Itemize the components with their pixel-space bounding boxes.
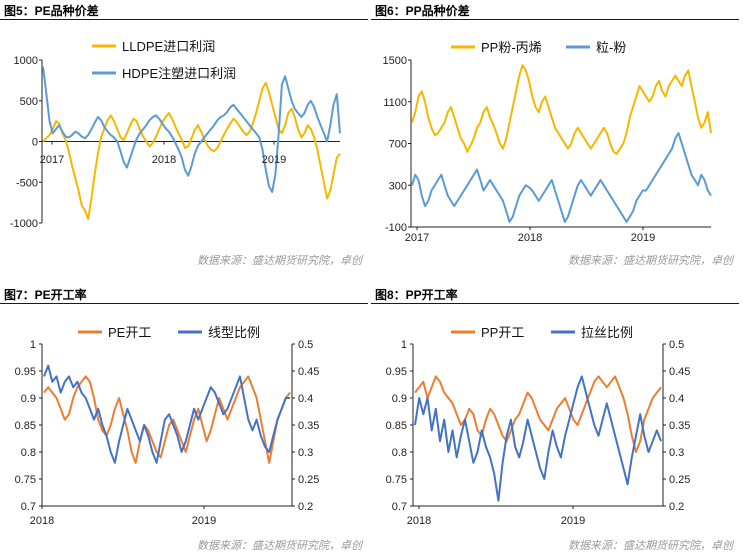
y-tick-label-right: 0.2: [298, 501, 313, 513]
x-tick-label: 2019: [192, 515, 216, 527]
y-tick-label-left: 0.75: [386, 474, 407, 486]
series-line-1: [411, 132, 712, 223]
legend-label: PP开工: [481, 325, 524, 340]
y-tick-label-left: 0.9: [21, 393, 36, 405]
y-tick-label: 500: [20, 96, 38, 108]
y-tick-label: -100: [385, 222, 407, 234]
legend-label: PE开工: [108, 325, 151, 340]
y-tick-label-right: 0.4: [298, 393, 313, 405]
y-tick-label-right: 0.25: [298, 474, 319, 486]
y-tick-label-left: 0.75: [15, 474, 36, 486]
series-line-0: [411, 64, 712, 155]
pe-spread-chart: 1000 500 0 -500 -1000 2017 2018 2019 LLDPE进口利润 HD…: [10, 39, 341, 230]
title-divider: [0, 303, 368, 304]
y-tick-label-right: 0.4: [669, 393, 684, 405]
series-line-0: [414, 375, 662, 453]
y-tick-label-left: 1: [30, 339, 36, 351]
y-tick-label: -500: [16, 177, 38, 189]
y-tick-label-right: 0.35: [669, 420, 690, 432]
chart-title: 图5：PE品种价差: [4, 4, 99, 18]
y-tick-label-left: 0.95: [386, 366, 407, 378]
title-divider: [371, 19, 739, 20]
legend-label: LLDPE进口利润: [122, 39, 215, 54]
x-tick-label: 2017: [405, 232, 429, 244]
y-tick-label-right: 0.45: [669, 366, 690, 378]
y-tick-label-left: 0.7: [21, 501, 36, 513]
y-tick-label: -1000: [10, 218, 38, 230]
legend-label: 线型比例: [208, 325, 260, 340]
chart-panel-pp-operating-rate: 图8：PP开工率 1 0.95 0.9 0.85 0.8 0.75 0.7 0.5 0.45 0.…: [371, 284, 743, 557]
source-note: 数据来源：盛达期货研究院，卓创: [197, 540, 362, 552]
chart-title: 图6：PP品种价差: [375, 4, 470, 18]
y-tick-label-left: 0.8: [21, 447, 36, 459]
chart-panel-pe-spread: 图5：PE品种价差 1000 500 0 -500 -1000 2017 2018 2019 L…: [0, 0, 372, 272]
pe-operating-rate-chart: 1 0.95 0.9 0.85 0.8 0.75 0.7 0.5 0.45 0.4 0.35 0.3 0…: [15, 325, 320, 527]
chart-title: 图8：PP开工率: [375, 288, 458, 302]
y-tick-label-left: 1: [401, 339, 407, 351]
chart-panel-pe-operating-rate: 图7：PE开工率 1 0.95 0.9 0.85 0.8 0.75 0.7 0.5 0.45 0.…: [0, 284, 372, 557]
x-tick-label: 2019: [631, 232, 655, 244]
source-note: 数据来源：盛达期货研究院，卓创: [568, 540, 733, 552]
y-tick-label-left: 0.95: [15, 366, 36, 378]
x-tick-label: 2018: [518, 232, 542, 244]
y-tick-label-left: 0.7: [392, 501, 407, 513]
series-line-1: [43, 364, 290, 464]
y-tick-label: 1100: [383, 97, 407, 109]
y-tick-label: 700: [389, 139, 407, 151]
y-tick-label: 1500: [383, 55, 407, 67]
y-tick-label-right: 0.45: [298, 366, 319, 378]
y-tick-label-right: 0.3: [669, 447, 684, 459]
y-tick-label-left: 0.85: [15, 420, 36, 432]
series-line-1: [414, 375, 662, 502]
chart-panel-pp-spread: 图6：PP品种价差 1500 1100 700 300 -100 2017 2018 2019…: [371, 0, 743, 272]
y-tick-label-right: 0.5: [298, 339, 313, 351]
x-tick-label: 2019: [561, 515, 585, 527]
legend-label: 拉丝比例: [581, 325, 633, 340]
source-note: 数据来源：盛达期货研究院，卓创: [568, 255, 733, 267]
y-tick-label-left: 0.8: [392, 447, 407, 459]
y-tick-label: 1000: [14, 55, 38, 67]
y-tick-label: 300: [389, 180, 407, 192]
y-tick-label-left: 0.85: [386, 420, 407, 432]
x-tick-label: 2019: [262, 154, 286, 166]
y-tick-label: 0: [32, 137, 38, 149]
y-tick-label-right: 0.5: [669, 339, 684, 351]
y-tick-label-left: 0.9: [392, 393, 407, 405]
title-divider: [0, 19, 368, 20]
legend-label: HDPE注塑进口利润: [122, 66, 236, 81]
source-note: 数据来源：盛达期货研究院，卓创: [197, 255, 362, 267]
legend-label: PP粉-丙烯: [481, 40, 542, 55]
y-tick-label-right: 0.25: [669, 474, 690, 486]
legend-label: 粒-粉: [596, 40, 626, 55]
x-tick-label: 2018: [152, 154, 176, 166]
y-tick-label-right: 0.3: [298, 447, 313, 459]
series-line-0: [43, 375, 291, 464]
y-tick-label-right: 0.2: [669, 501, 684, 513]
chart-title: 图7：PE开工率: [4, 288, 87, 302]
series-line-0: [42, 81, 341, 220]
title-divider: [371, 303, 739, 304]
pp-operating-rate-chart: 1 0.95 0.9 0.85 0.8 0.75 0.7 0.5 0.45 0.4 0.35 0.3 0…: [386, 325, 691, 527]
x-tick-label: 2018: [30, 515, 54, 527]
x-tick-label: 2017: [40, 154, 64, 166]
series-line-1: [42, 66, 341, 193]
y-tick-label-right: 0.35: [298, 420, 319, 432]
x-tick-label: 2018: [407, 515, 431, 527]
